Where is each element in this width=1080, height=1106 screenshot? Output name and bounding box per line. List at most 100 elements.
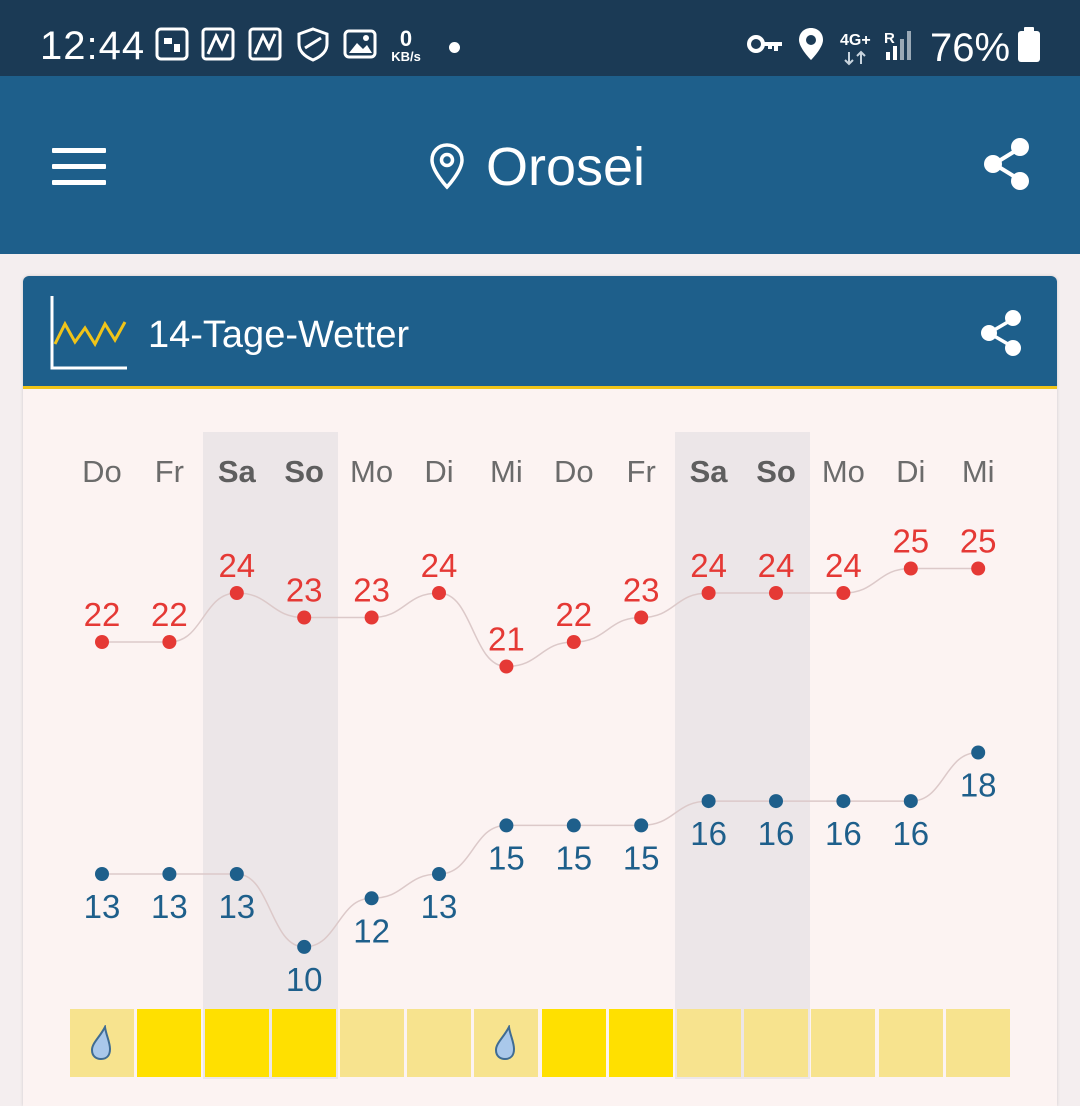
min-temp-point bbox=[701, 794, 716, 809]
weekend-band bbox=[203, 432, 338, 1079]
max-temp-label: 22 bbox=[84, 596, 121, 633]
location-pin-icon bbox=[430, 143, 464, 190]
min-temp-point bbox=[499, 818, 514, 833]
weather-tile[interactable] bbox=[204, 1009, 269, 1077]
max-temp-point bbox=[634, 610, 649, 625]
raindrop-icon bbox=[495, 1025, 516, 1061]
location-title[interactable]: Orosei bbox=[486, 137, 646, 197]
day-label: Fr bbox=[154, 454, 185, 489]
network-speed: 0 KB/s bbox=[391, 26, 421, 64]
day-label: Do bbox=[82, 454, 122, 489]
weather-tile[interactable] bbox=[70, 1009, 134, 1077]
weather-tile[interactable] bbox=[878, 1009, 943, 1077]
tablet-icon bbox=[155, 27, 189, 61]
day-label: So bbox=[284, 454, 324, 489]
shield-icon bbox=[297, 27, 329, 62]
min-temp-point bbox=[162, 867, 177, 881]
max-temp-label: 22 bbox=[151, 596, 188, 633]
weather-tile[interactable] bbox=[474, 1009, 539, 1077]
weather-tile[interactable] bbox=[541, 1009, 606, 1077]
menu-icon[interactable] bbox=[52, 148, 106, 186]
weather-tile[interactable] bbox=[946, 1009, 1011, 1077]
day-label: So bbox=[756, 454, 796, 489]
max-temp-point bbox=[229, 586, 244, 600]
weekend-band bbox=[674, 432, 810, 1079]
min-temp-label: 15 bbox=[623, 839, 660, 876]
max-temp-label: 24 bbox=[690, 547, 727, 584]
min-temp-point bbox=[769, 794, 783, 809]
max-temp-label: 23 bbox=[623, 572, 660, 609]
news-icon bbox=[201, 27, 235, 61]
min-temp-point bbox=[229, 867, 244, 881]
day-label: Mo bbox=[350, 454, 394, 489]
day-label: Sa bbox=[689, 454, 728, 489]
min-temp-label: 15 bbox=[555, 839, 592, 876]
weather-tile[interactable] bbox=[676, 1009, 741, 1077]
weather-tile[interactable] bbox=[339, 1009, 404, 1077]
day-label: Di bbox=[896, 454, 926, 489]
weather-tile[interactable] bbox=[811, 1009, 876, 1077]
min-temp-label: 16 bbox=[892, 815, 929, 852]
max-temp-point bbox=[297, 610, 312, 625]
day-label: Di bbox=[424, 454, 454, 489]
min-temp-point bbox=[432, 867, 446, 881]
max-temp-point bbox=[95, 635, 109, 649]
card-header: 14-Tage-Wetter bbox=[23, 276, 1057, 389]
min-temp-label: 13 bbox=[151, 888, 188, 925]
max-temp-label: 25 bbox=[892, 523, 929, 560]
notification-dot bbox=[449, 42, 460, 53]
share-icon[interactable] bbox=[982, 136, 1032, 192]
app-bar: Orosei bbox=[0, 76, 1080, 254]
weather-tile[interactable] bbox=[744, 1009, 808, 1077]
min-temp-point bbox=[971, 745, 986, 760]
max-temp-label: 24 bbox=[825, 547, 862, 584]
max-temp-point bbox=[903, 561, 918, 576]
min-temp-label: 16 bbox=[825, 815, 862, 852]
battery-icon bbox=[1018, 27, 1040, 62]
data-arrows-icon bbox=[844, 50, 866, 66]
min-temp-label: 15 bbox=[488, 839, 525, 876]
day-label: Mi bbox=[490, 454, 523, 489]
location-icon bbox=[799, 28, 823, 60]
max-temp-point bbox=[499, 659, 514, 674]
min-temp-point bbox=[566, 818, 581, 833]
network-type: 4G+ bbox=[840, 32, 871, 49]
min-temp-label: 12 bbox=[353, 912, 390, 949]
min-temp-label: 10 bbox=[286, 961, 323, 998]
min-temp-point bbox=[95, 867, 109, 881]
weather-tile[interactable] bbox=[407, 1009, 471, 1077]
min-temp-label: 13 bbox=[84, 888, 121, 925]
min-temp-label: 16 bbox=[758, 815, 795, 852]
forecast-card: 14-Tage-Wetter bbox=[23, 276, 1057, 1106]
min-temp-label: 13 bbox=[421, 888, 458, 925]
day-label: Mo bbox=[821, 454, 865, 489]
min-temp-label: 13 bbox=[218, 888, 255, 925]
day-label: Sa bbox=[217, 454, 256, 489]
max-temp-point bbox=[364, 610, 379, 625]
gallery-icon bbox=[343, 29, 377, 59]
max-temp-point bbox=[769, 586, 783, 600]
min-temp-point bbox=[903, 794, 918, 809]
battery-percent: 76% bbox=[930, 26, 1011, 70]
max-temp-label: 21 bbox=[488, 621, 525, 658]
min-temp-label: 18 bbox=[960, 767, 997, 804]
vpn-key-icon bbox=[747, 35, 782, 53]
line-chart-icon bbox=[50, 296, 127, 370]
max-temp-point bbox=[566, 635, 581, 649]
max-temp-point bbox=[701, 586, 716, 600]
share-icon[interactable] bbox=[979, 308, 1023, 358]
signal-icon bbox=[886, 31, 911, 60]
status-bar: 12:44 0 KB/s 4G+ R 76 bbox=[0, 0, 1080, 76]
max-temp-label: 24 bbox=[218, 547, 255, 584]
weather-tile[interactable] bbox=[272, 1009, 337, 1077]
weather-tile[interactable] bbox=[137, 1009, 202, 1077]
weather-tile[interactable] bbox=[609, 1009, 674, 1077]
max-temp-label: 24 bbox=[758, 547, 795, 584]
min-temp-point bbox=[836, 794, 851, 809]
max-temp-label: 25 bbox=[960, 523, 997, 560]
status-time: 12:44 bbox=[40, 24, 146, 68]
raindrop-icon bbox=[90, 1025, 112, 1061]
max-temp-label: 22 bbox=[555, 596, 592, 633]
day-label: Mi bbox=[961, 454, 995, 489]
card-title: 14-Tage-Wetter bbox=[148, 314, 410, 356]
